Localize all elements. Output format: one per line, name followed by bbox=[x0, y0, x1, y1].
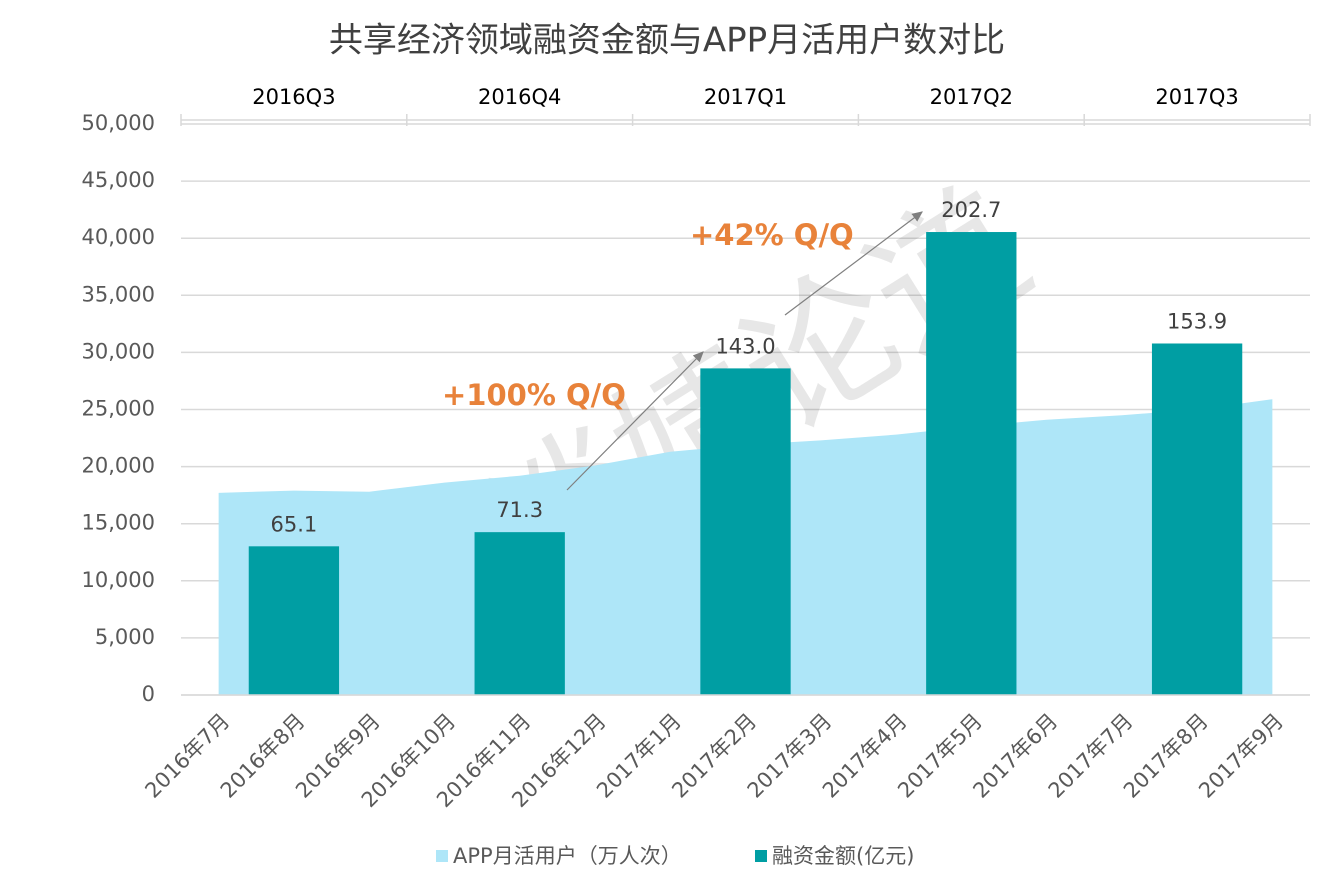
legend-swatch bbox=[755, 850, 767, 862]
bar bbox=[248, 546, 340, 695]
quarter-label: 2017Q1 bbox=[704, 85, 787, 109]
legend-swatch bbox=[436, 850, 448, 862]
arrow bbox=[566, 351, 704, 491]
quarter-label: 2016Q4 bbox=[478, 85, 561, 109]
annotation: +100% Q/Q bbox=[442, 378, 626, 412]
data-label: 153.9 bbox=[1167, 309, 1227, 333]
quarter-label: 2017Q3 bbox=[1155, 85, 1238, 109]
legend-label: APP月活用户（万人次） bbox=[453, 844, 682, 868]
data-label: 65.1 bbox=[271, 512, 318, 536]
bar bbox=[474, 532, 565, 695]
y-tick-label: 45,000 bbox=[82, 168, 155, 192]
y-tick-label: 15,000 bbox=[82, 511, 155, 535]
bar bbox=[926, 232, 1017, 695]
data-label: 143.0 bbox=[715, 334, 775, 358]
y-tick-label: 20,000 bbox=[82, 454, 155, 478]
y-tick-label: 40,000 bbox=[82, 225, 155, 249]
y-tick-label: 50,000 bbox=[82, 111, 155, 135]
annotation: +42% Q/Q bbox=[690, 218, 854, 252]
y-tick-label: 25,000 bbox=[82, 397, 155, 421]
quarter-label: 2016Q3 bbox=[252, 85, 335, 109]
data-label: 202.7 bbox=[941, 198, 1001, 222]
chart-title: 共享经济领域融资金额与APP月活用户数对比 bbox=[329, 21, 1005, 61]
y-tick-label: 10,000 bbox=[82, 568, 155, 592]
y-tick-label: 5,000 bbox=[95, 625, 155, 649]
y-tick-label: 35,000 bbox=[82, 282, 155, 306]
legend-label: 融资金额(亿元) bbox=[772, 844, 914, 868]
arrow bbox=[784, 211, 923, 316]
y-tick-label: 0 bbox=[142, 682, 155, 706]
quarter-label: 2017Q2 bbox=[930, 85, 1013, 109]
bar bbox=[1151, 343, 1243, 695]
data-label: 71.3 bbox=[496, 498, 543, 522]
bar bbox=[700, 368, 791, 695]
y-tick-label: 30,000 bbox=[82, 339, 155, 363]
